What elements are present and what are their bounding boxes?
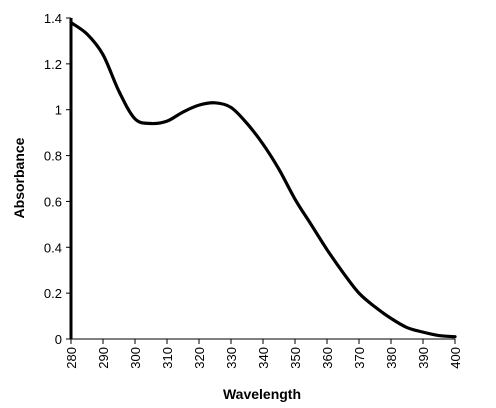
x-tick-label: 300 (128, 347, 143, 369)
x-tick-label: 360 (320, 347, 335, 369)
x-tick-label: 330 (224, 347, 239, 369)
y-tick-label: 1.2 (44, 57, 62, 72)
x-tick-label: 350 (288, 347, 303, 369)
series-line (69, 20, 457, 339)
y-axis-ticks: 0 0.2 0.4 0.6 0.8 1 1.2 1.4 (44, 11, 71, 347)
x-tick-label: 390 (416, 347, 431, 369)
axes (69, 18, 455, 340)
x-tick-label: 340 (256, 347, 271, 369)
x-tick-label: 370 (352, 347, 367, 369)
y-tick-label: 1 (55, 103, 62, 118)
y-axis-title: Absorbance (11, 137, 27, 218)
x-tick-label: 290 (96, 347, 111, 369)
y-tick-label: 0.6 (44, 194, 62, 209)
y-tick-label: 0 (55, 332, 62, 347)
x-tick-label: 320 (192, 347, 207, 369)
x-axis-title: Wavelength (223, 386, 301, 402)
series-layer (69, 20, 457, 339)
x-tick-label: 400 (448, 347, 463, 369)
x-axis-ticks: 280 290 300 310 320 330 340 350 360 370 380 390 400 (64, 339, 463, 369)
y-tick-label: 0.2 (44, 286, 62, 301)
x-tick-label: 380 (384, 347, 399, 369)
x-tick-label: 310 (160, 347, 175, 369)
y-tick-label: 0.8 (44, 149, 62, 164)
y-tick-label: 0.4 (44, 240, 62, 255)
x-tick-label: 280 (64, 347, 79, 369)
y-tick-label: 1.4 (44, 11, 62, 26)
